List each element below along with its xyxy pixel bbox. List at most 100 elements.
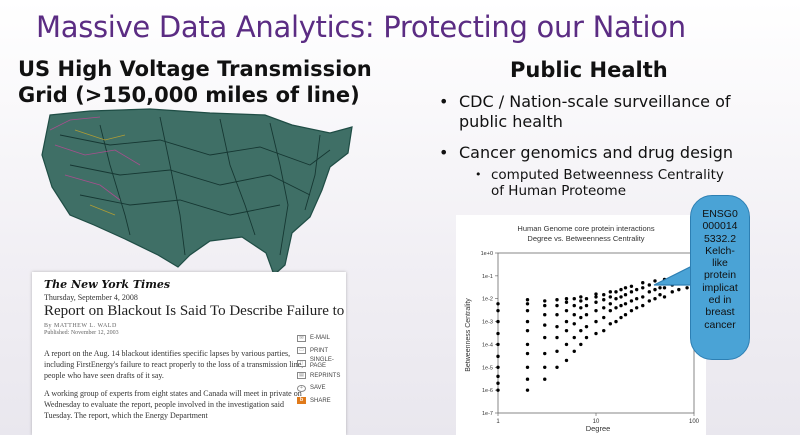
y-tick-label: 1e-7: [482, 411, 493, 417]
scatter-point: [629, 299, 634, 303]
scatter-point: [608, 295, 613, 299]
scatter-point: [641, 295, 645, 299]
share-tool[interactable]: b SHARE: [297, 395, 349, 408]
save-tool[interactable]: + SAVE: [297, 382, 349, 395]
bullet-item: Cancer genomics and drug design: [437, 143, 757, 163]
share-icon: b: [297, 397, 306, 405]
scatter-point: [555, 298, 559, 302]
email-tool[interactable]: ✉ E-MAIL: [297, 332, 349, 345]
scatter-point: [525, 377, 530, 381]
scatter-point: [641, 281, 645, 285]
scatter-point: [629, 290, 634, 294]
email-icon: ✉: [297, 334, 306, 342]
scatter-point: [525, 308, 530, 313]
article-headline[interactable]: Report on Blackout Is Said To Describe F…: [44, 303, 346, 319]
scatter-point: [608, 322, 613, 326]
x-axis-label: Degree: [586, 424, 611, 433]
y-tick-label: 1e-3: [482, 320, 493, 326]
scatter-point: [653, 287, 657, 292]
scatter-point: [647, 290, 652, 294]
protein-callout: ENSG0 000014 5332.2 Kelch-like protein implic…: [690, 195, 750, 360]
scatter-point: [623, 286, 628, 290]
save-icon: +: [297, 384, 306, 392]
scatter-point: [525, 351, 530, 356]
single-page-tool[interactable]: ▯ SINGLE-PAGE: [297, 357, 349, 370]
scatter-point: [572, 297, 576, 301]
scatter-point: [658, 286, 662, 290]
scatter-point: [579, 315, 583, 320]
scatter-point: [579, 328, 583, 333]
scatter-point: [564, 319, 569, 324]
grid-heading: US High Voltage Transmission Grid (>150,…: [18, 57, 372, 107]
single-page-icon: ▯: [297, 359, 306, 367]
scatter-point: [584, 297, 589, 301]
us-map-outline: [41, 108, 353, 277]
scatter-point: [602, 306, 606, 310]
reprints-icon: ▤: [297, 372, 306, 380]
scatter-point: [555, 324, 559, 329]
callout-line: protein: [703, 269, 737, 282]
callout-line: like: [712, 257, 728, 270]
scatter-point: [579, 306, 583, 310]
scatter-point: [496, 388, 500, 392]
scatter-point: [608, 302, 613, 306]
scatter-point: [564, 300, 569, 304]
callout-line: 000014: [702, 220, 738, 233]
scatter-point: [579, 299, 583, 303]
scatter-point: [629, 308, 634, 313]
scatter-point: [496, 308, 500, 313]
scatter-point: [584, 335, 589, 340]
scatter-point: [584, 312, 589, 317]
print-tool[interactable]: ▭ PRINT: [297, 345, 349, 358]
y-tick-label: 1e-5: [482, 365, 493, 371]
article-byline: By MATTHEW L. WALD: [44, 323, 117, 329]
article-published: Published: November 12, 2003: [44, 330, 119, 336]
scatter-point: [496, 354, 500, 359]
scatter-point: [619, 315, 623, 320]
scatter-point: [564, 308, 569, 313]
scatter-point: [602, 292, 606, 297]
scatter-point: [525, 342, 530, 347]
callout-line: Kelch-: [705, 244, 735, 257]
bullet-item: CDC / Nation-scale surveillance of publi…: [437, 92, 757, 132]
x-tick-label: 10: [593, 419, 600, 425]
article-paragraph: A working group of experts from eight st…: [44, 389, 302, 420]
scatter-point: [662, 295, 667, 299]
scatter-point: [614, 306, 618, 310]
scatter-point: [496, 319, 500, 324]
scatter-point: [543, 323, 547, 327]
scatter-point: [608, 308, 613, 313]
scatter-point: [572, 335, 576, 340]
y-tick-label: 1e-1: [482, 274, 493, 280]
scatter-point: [619, 287, 623, 292]
callout-line: cancer: [704, 318, 736, 331]
scatter-point: [584, 324, 589, 329]
scatter-point: [608, 290, 613, 294]
reprints-tool[interactable]: ▤ REPRINTS: [297, 370, 349, 383]
scatter-point: [564, 358, 569, 363]
y-tick-label: 1e-4: [482, 342, 493, 348]
scatter-point: [619, 295, 623, 299]
scatter-point: [564, 297, 569, 301]
chart-subtitle: Degree vs. Betweenness Centrality: [527, 234, 644, 243]
scatter-point: [594, 295, 598, 299]
y-tick-label: 1e+0: [481, 251, 493, 257]
scatter-point: [525, 365, 530, 369]
scatter-point: [629, 284, 634, 288]
scatter-point: [579, 295, 583, 299]
chart-title: Human Genome core protein interactions: [517, 224, 654, 233]
scatter-point: [662, 286, 667, 290]
scatter-point: [525, 302, 530, 306]
y-tick-label: 1e-2: [482, 297, 493, 303]
scatter-point: [525, 298, 530, 302]
scatter-point: [579, 342, 583, 347]
scatter-point: [641, 303, 645, 308]
scatter-point: [670, 290, 674, 294]
scatter-point: [564, 328, 569, 333]
scatter-point: [543, 299, 547, 303]
scatter-point: [614, 319, 618, 324]
scatter-point: [496, 365, 500, 369]
scatter-point: [543, 377, 547, 381]
scatter-point: [614, 290, 618, 294]
